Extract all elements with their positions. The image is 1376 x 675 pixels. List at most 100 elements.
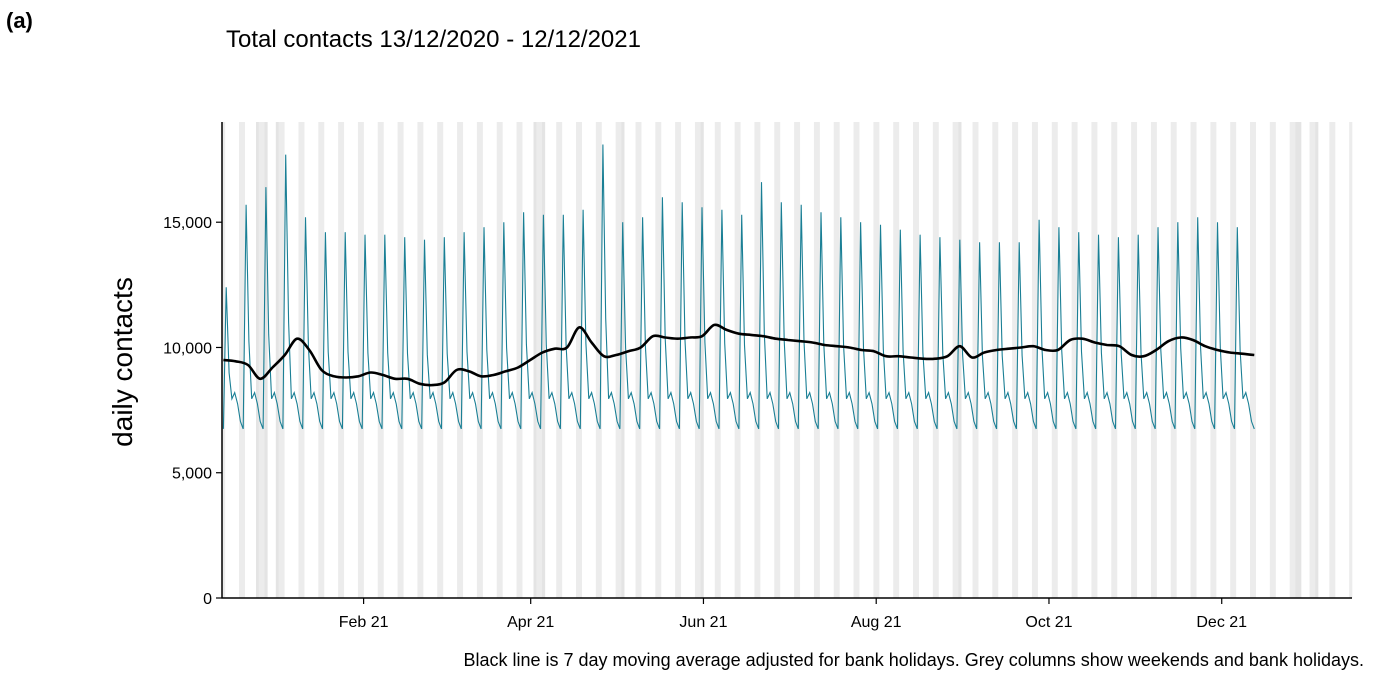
shaded-column (635, 122, 639, 598)
shaded-column (1012, 122, 1016, 598)
shaded-column (853, 122, 857, 598)
shaded-column (255, 122, 260, 598)
shaded-column (1193, 122, 1197, 598)
shaded-column (1250, 122, 1254, 598)
shaded-column (301, 122, 305, 598)
shaded-column (241, 122, 245, 598)
shaded-column (576, 122, 580, 598)
shaded-column (833, 122, 837, 598)
shaded-column (1312, 122, 1316, 598)
y-tick-label: 15,000 (163, 215, 212, 232)
shaded-column (1292, 122, 1296, 598)
shaded-column (774, 122, 778, 598)
shaded-column (1289, 122, 1293, 598)
shaded-column (261, 122, 265, 598)
daily-contacts-line (222, 144, 1255, 430)
shaded-column (1349, 122, 1353, 598)
shaded-column (694, 122, 699, 598)
shaded-column (258, 122, 262, 598)
shaded-column (700, 122, 704, 598)
shaded-column (360, 122, 364, 598)
shaded-column (516, 122, 520, 598)
shaded-column (1170, 122, 1174, 598)
shaded-column (777, 122, 781, 598)
shaded-column (955, 122, 959, 598)
shaded-column (618, 122, 622, 598)
shaded-column (952, 122, 956, 598)
shaded-column (658, 122, 662, 598)
shaded-columns (222, 122, 1353, 598)
shaded-column (400, 122, 404, 598)
shaded-column (1114, 122, 1118, 598)
shaded-column (813, 122, 818, 598)
shaded-column (357, 122, 362, 598)
shaded-column (420, 122, 424, 598)
shaded-column (677, 122, 682, 598)
shaded-column (913, 122, 917, 598)
shaded-column (893, 122, 897, 598)
shaded-column (479, 122, 483, 598)
y-tick-label: 10,000 (163, 340, 212, 357)
shaded-column (714, 122, 718, 598)
shaded-column (318, 122, 322, 598)
shaded-column (1233, 122, 1237, 598)
shaded-column (496, 122, 500, 598)
shaded-column (995, 122, 999, 598)
shaded-column (578, 122, 582, 598)
shaded-column (499, 122, 503, 598)
shaded-column (876, 122, 880, 598)
shaded-column (638, 122, 642, 598)
shaded-column (1190, 122, 1194, 598)
shaded-column (437, 122, 441, 598)
shaded-column (264, 122, 268, 598)
shaded-column (1014, 122, 1019, 598)
shaded-column (915, 122, 919, 598)
shaded-column (1074, 122, 1078, 598)
shaded-column (1252, 122, 1257, 598)
x-tick-label: Dec 21 (1196, 614, 1247, 631)
x-tick-label: Oct 21 (1025, 614, 1072, 631)
shaded-column (1272, 122, 1276, 598)
shaded-column (873, 122, 877, 598)
shaded-column (615, 122, 619, 598)
axes: 0 5,000 10,000 15,000 Feb 21 Apr 21 Jun 21 Aug … (163, 122, 1352, 631)
shaded-column (757, 122, 761, 598)
shaded-column (1133, 122, 1138, 598)
shaded-column (856, 122, 860, 598)
shaded-column (992, 122, 996, 598)
y-tick-label: 0 (203, 591, 212, 608)
shaded-column (1034, 122, 1038, 598)
shaded-column (1329, 122, 1333, 598)
shaded-column (796, 122, 801, 598)
shaded-column (1269, 122, 1274, 598)
panel-label: (a) (6, 8, 33, 33)
shaded-column (816, 122, 820, 598)
shaded-column (1094, 122, 1098, 598)
shaded-column (975, 122, 979, 598)
moving-average-line (223, 323, 1255, 387)
shaded-column (519, 122, 523, 598)
shaded-column (1071, 122, 1075, 598)
shaded-column (896, 122, 900, 598)
shaded-column (1150, 122, 1155, 598)
shaded-column (539, 122, 543, 598)
shaded-column (1091, 122, 1095, 598)
data-series (222, 144, 1255, 430)
shaded-column (417, 122, 421, 598)
shaded-column (1315, 122, 1319, 598)
shaded-column (377, 122, 381, 598)
shaded-column (275, 122, 279, 598)
shaded-column (556, 122, 560, 598)
shaded-column (972, 122, 976, 598)
shaded-column (737, 122, 741, 598)
shaded-column (1051, 122, 1055, 598)
x-tick-label: Aug 21 (851, 614, 902, 631)
shaded-column (457, 122, 461, 598)
shaded-column (1111, 122, 1115, 598)
shaded-column (238, 122, 243, 598)
shaded-column (734, 122, 738, 598)
shaded-column (675, 122, 679, 598)
x-tick-label: Jun 21 (679, 614, 727, 631)
shaded-column (459, 122, 464, 598)
